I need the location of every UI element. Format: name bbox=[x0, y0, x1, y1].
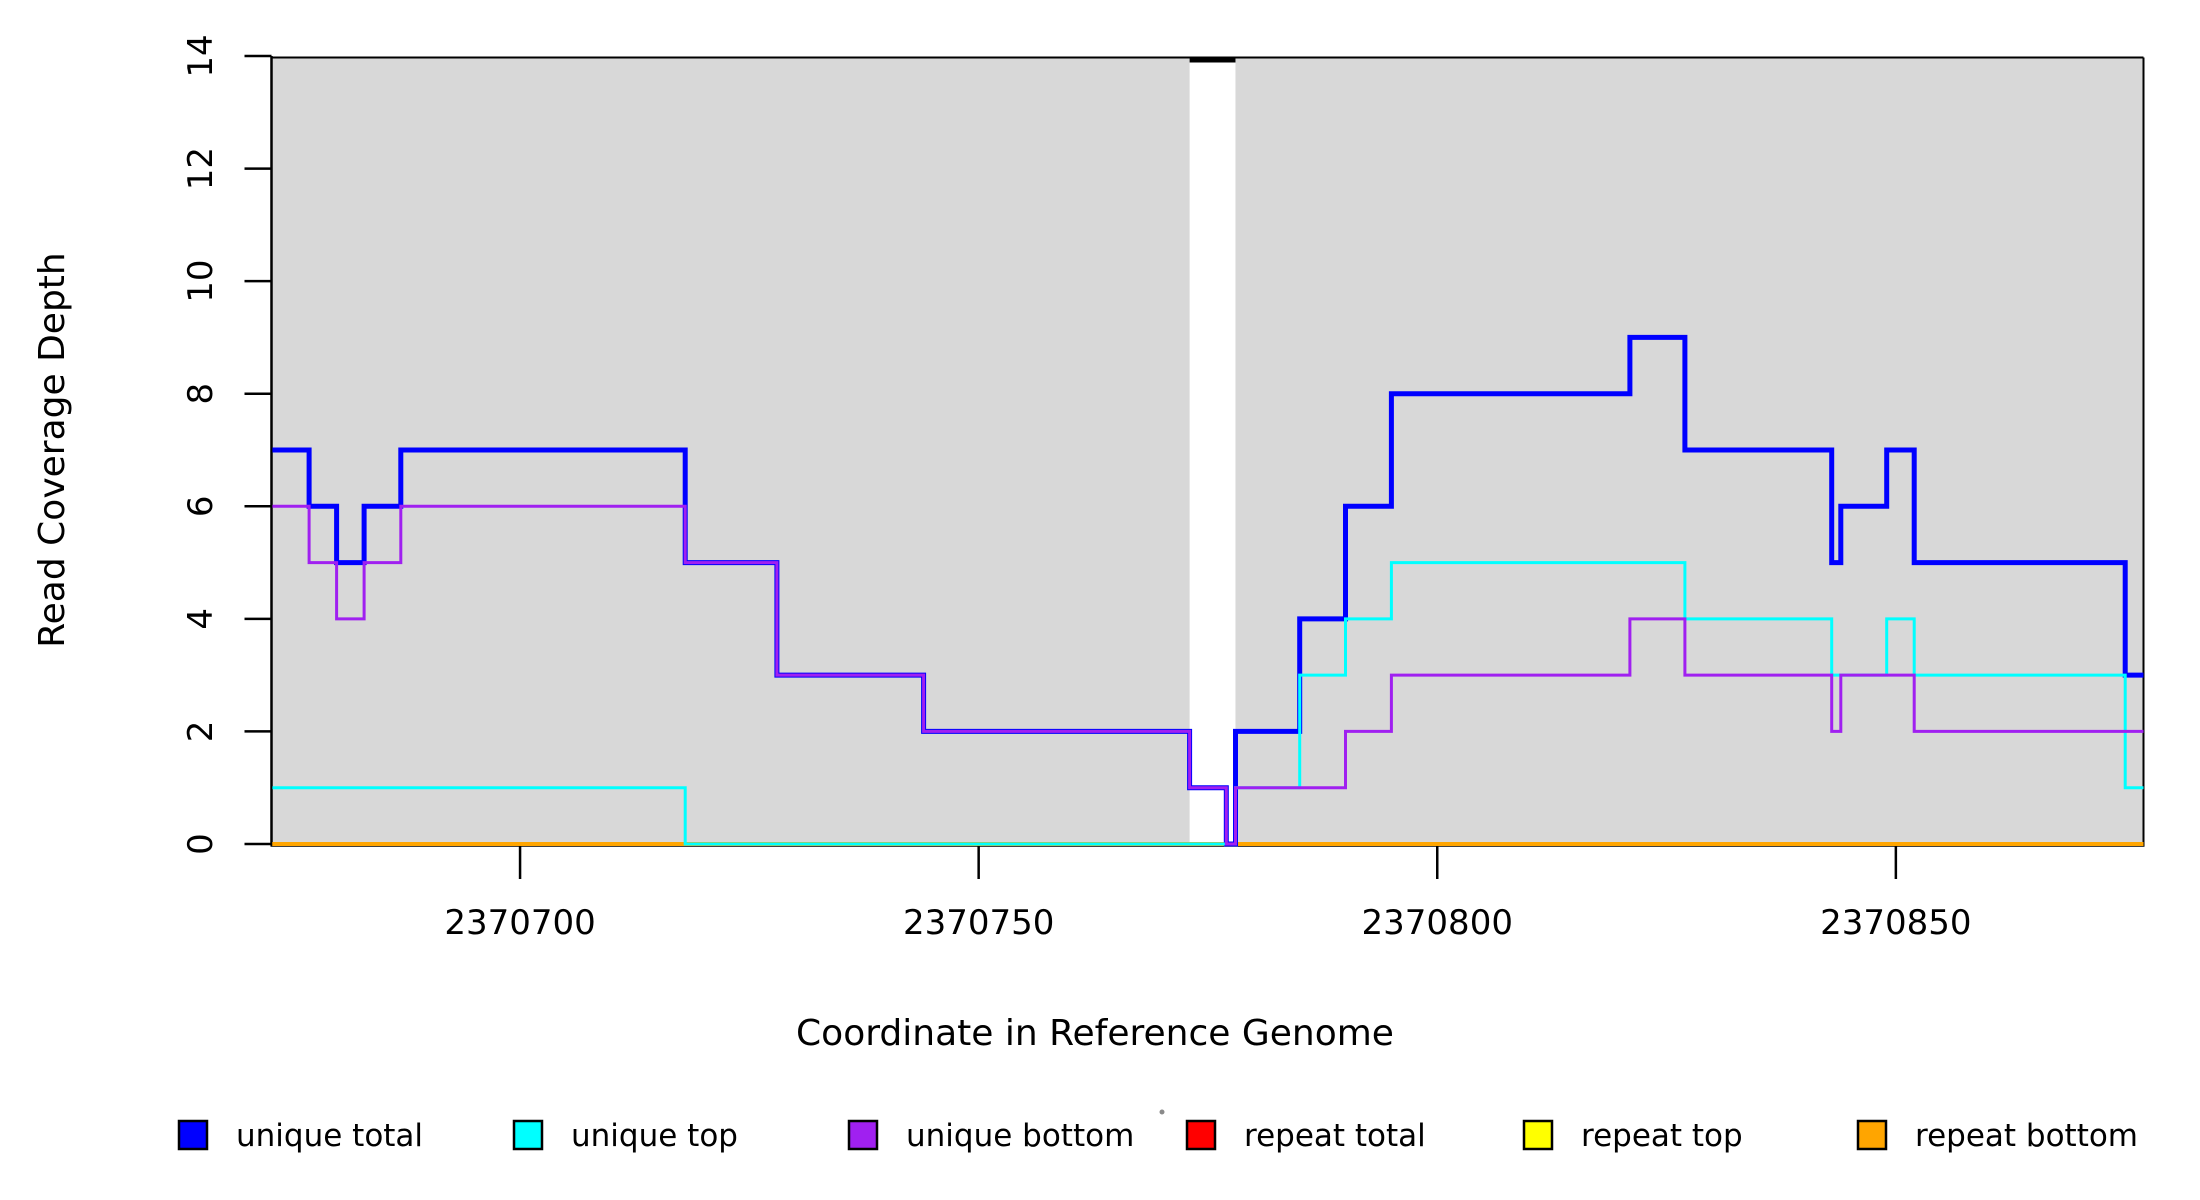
x-tick-label: 2370800 bbox=[1362, 903, 1513, 943]
x-tick-label: 2370750 bbox=[903, 903, 1054, 943]
y-tick-label: 12 bbox=[181, 147, 221, 190]
legend-group: unique total unique top unique bottom repea… bbox=[177, 1109, 2138, 1154]
legend-swatch-unique-top bbox=[512, 1119, 544, 1151]
legend-label-unique-total: unique total bbox=[236, 1118, 423, 1154]
x-tick-label: 2370700 bbox=[444, 903, 595, 943]
y-tick-label: 6 bbox=[181, 495, 221, 517]
y-tick-label: 14 bbox=[181, 34, 221, 77]
y-tick-label: 8 bbox=[181, 383, 221, 405]
legend-label-repeat-bottom: repeat bottom bbox=[1915, 1118, 2138, 1154]
legend-label-repeat-total: repeat total bbox=[1244, 1118, 1426, 1154]
legend-label-unique-top: unique top bbox=[571, 1118, 738, 1154]
y-tick-label: 4 bbox=[181, 608, 221, 630]
y-tick-label: 10 bbox=[181, 260, 221, 303]
legend-label-unique-bottom: unique bottom bbox=[906, 1118, 1134, 1154]
series-lines-group bbox=[272, 334, 2144, 847]
x-tick-label: 2370850 bbox=[1820, 903, 1971, 943]
series-line-unique-bottom bbox=[272, 504, 2144, 846]
legend-swatch-repeat-top bbox=[1522, 1119, 1554, 1151]
legend-swatch-repeat-bottom bbox=[1856, 1119, 1888, 1151]
y-tick-label: 2 bbox=[181, 721, 221, 743]
y-axis-title: Read Coverage Depth bbox=[32, 252, 73, 647]
artifact-dot bbox=[1159, 1109, 1165, 1115]
y-tick-label: 0 bbox=[181, 833, 221, 855]
legend-swatch-unique-bottom bbox=[847, 1119, 879, 1151]
legend-swatch-unique-total bbox=[177, 1119, 209, 1151]
legend-label-repeat-top: repeat top bbox=[1581, 1118, 1743, 1154]
series-line-unique-total bbox=[272, 334, 2144, 847]
legend-swatch-repeat-total bbox=[1185, 1119, 1217, 1151]
x-axis-title: Coordinate in Reference Genome bbox=[796, 1013, 1394, 1054]
repeat-gap-marker bbox=[1189, 56, 1236, 63]
